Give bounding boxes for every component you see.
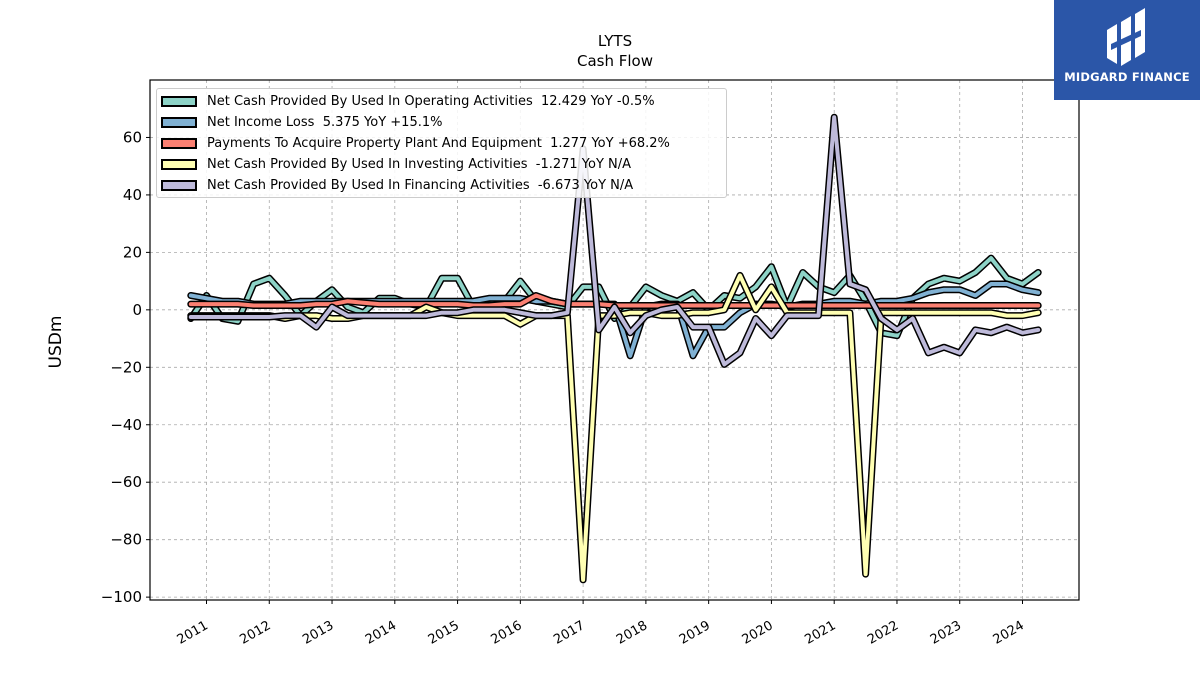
midgard-logo-icon — [1107, 8, 1145, 66]
x-tick-label: 2012 — [237, 618, 273, 648]
x-tick-label: 2020 — [740, 618, 776, 648]
legend-swatch — [161, 116, 197, 128]
legend-swatch — [161, 137, 197, 149]
y-tick-label: −80 — [110, 531, 142, 549]
y-tick-label: −60 — [110, 473, 142, 491]
x-tick-label: 2023 — [928, 618, 964, 648]
x-tick-label: 2011 — [175, 618, 211, 648]
chart-title: LYTS — [597, 32, 633, 50]
legend-swatch — [161, 179, 197, 191]
legend-swatch — [161, 95, 197, 107]
chart-subtitle: Cash Flow — [577, 52, 653, 70]
brand-name: MIDGARD FINANCE — [1064, 70, 1190, 84]
series-lines — [187, 113, 1042, 584]
x-tick-label: 2022 — [865, 618, 901, 648]
legend-label: Net Cash Provided By Used In Financing A… — [207, 177, 634, 193]
legend-item: Net Income Loss 5.375 YoY +15.1% — [161, 114, 442, 130]
legend-item: Net Cash Provided By Used In Operating A… — [161, 93, 655, 109]
y-tick-label: 20 — [123, 243, 142, 261]
x-tick-label: 2015 — [426, 618, 462, 648]
y-axis-label: USDm — [46, 315, 66, 369]
plot-frame — [149, 79, 1080, 601]
x-tick-label: 2019 — [677, 618, 713, 648]
x-tick-label: 2014 — [363, 618, 399, 648]
legend: Net Cash Provided By Used In Operating A… — [156, 88, 727, 198]
legend-item: Payments To Acquire Property Plant And E… — [161, 135, 670, 151]
x-tick-label: 2016 — [489, 618, 525, 648]
legend-label: Net Cash Provided By Used In Investing A… — [207, 156, 632, 172]
legend-label: Net Cash Provided By Used In Operating A… — [207, 93, 655, 109]
y-tick-label: −20 — [110, 358, 142, 376]
y-tick-label: 0 — [132, 301, 142, 319]
legend-label: Payments To Acquire Property Plant And E… — [207, 135, 670, 151]
y-tick-label: 40 — [123, 186, 142, 204]
legend-item: Net Cash Provided By Used In Financing A… — [161, 177, 633, 193]
x-tick-label: 2013 — [300, 618, 336, 648]
x-tick-label: 2024 — [991, 618, 1027, 648]
series-line-4 — [188, 115, 1041, 367]
brand-logo: MIDGARD FINANCE — [1054, 0, 1200, 100]
y-tick-label: −100 — [101, 588, 142, 606]
axis-ticks: 60 40 20 0 −20 −40 −60 −80 −100 2011 2012 2013 2014 2… — [101, 128, 1027, 647]
y-tick-label: −40 — [110, 416, 142, 434]
x-tick-label: 2018 — [614, 618, 650, 648]
legend-label: Net Income Loss 5.375 YoY +15.1% — [207, 114, 443, 130]
series-line-3 — [188, 273, 1041, 582]
y-tick-label: 60 — [123, 128, 142, 146]
legend-item: Net Cash Provided By Used In Investing A… — [161, 156, 631, 172]
x-tick-label: 2017 — [551, 618, 587, 648]
legend-swatch — [161, 158, 197, 170]
x-tick-label: 2021 — [802, 618, 838, 648]
